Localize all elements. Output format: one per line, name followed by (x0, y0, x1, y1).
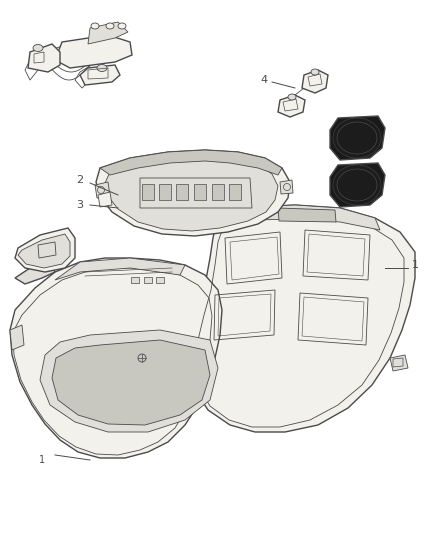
Polygon shape (229, 184, 241, 200)
Polygon shape (142, 184, 154, 200)
Polygon shape (80, 65, 120, 85)
Polygon shape (55, 258, 185, 280)
Polygon shape (15, 228, 75, 272)
Polygon shape (278, 95, 305, 117)
Polygon shape (156, 277, 164, 283)
Polygon shape (15, 262, 55, 284)
Polygon shape (190, 205, 415, 432)
Polygon shape (10, 325, 24, 350)
Text: 4: 4 (261, 75, 268, 85)
Polygon shape (390, 355, 408, 371)
Ellipse shape (91, 23, 99, 29)
Polygon shape (10, 258, 222, 458)
Ellipse shape (333, 118, 381, 158)
Ellipse shape (333, 165, 381, 205)
Polygon shape (280, 180, 293, 194)
Ellipse shape (288, 94, 296, 100)
Polygon shape (228, 208, 261, 226)
Ellipse shape (106, 23, 114, 29)
Polygon shape (131, 277, 139, 283)
Polygon shape (330, 116, 385, 160)
Polygon shape (302, 70, 328, 93)
Polygon shape (218, 205, 380, 230)
Polygon shape (18, 234, 70, 268)
Polygon shape (96, 150, 290, 236)
Text: 2: 2 (76, 175, 83, 185)
Polygon shape (278, 208, 336, 222)
Polygon shape (28, 44, 60, 72)
Ellipse shape (97, 64, 107, 71)
Polygon shape (40, 330, 218, 432)
Polygon shape (55, 35, 132, 68)
Ellipse shape (311, 69, 319, 75)
Polygon shape (176, 184, 188, 200)
Polygon shape (100, 150, 282, 175)
Polygon shape (52, 340, 210, 425)
Polygon shape (194, 184, 206, 200)
Polygon shape (95, 182, 110, 198)
Polygon shape (144, 277, 152, 283)
Polygon shape (88, 22, 128, 44)
Polygon shape (98, 192, 112, 207)
Ellipse shape (33, 44, 43, 52)
Text: 3: 3 (76, 200, 83, 210)
Polygon shape (212, 184, 224, 200)
Polygon shape (159, 184, 171, 200)
Ellipse shape (118, 23, 126, 29)
Polygon shape (105, 156, 278, 231)
Text: 1: 1 (39, 455, 45, 465)
Text: 1: 1 (412, 260, 419, 270)
Polygon shape (330, 163, 385, 207)
